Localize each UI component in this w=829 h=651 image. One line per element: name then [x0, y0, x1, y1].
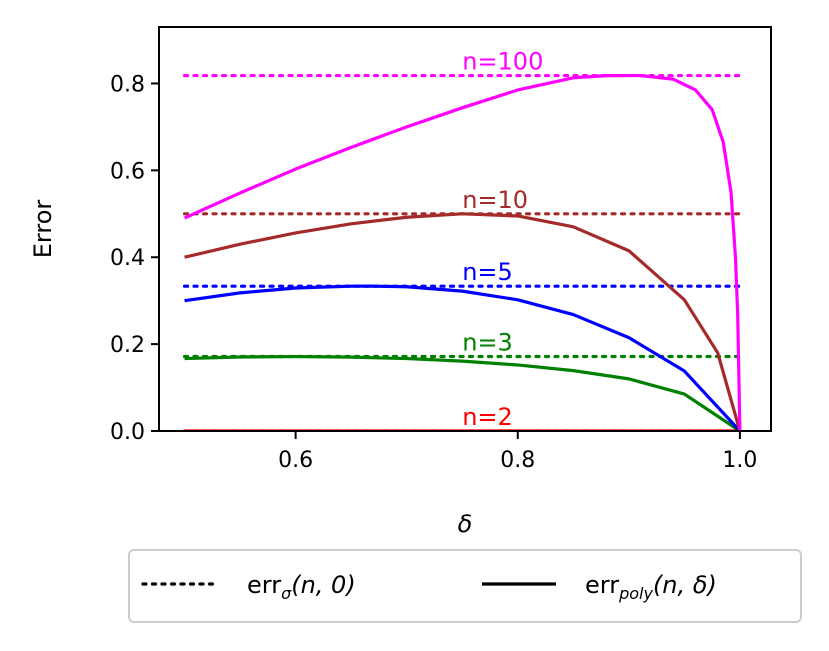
- axes: 0.6 0.8 1.0 0.0 0.2 0.4 0.6 0.8 δ Error: [29, 26, 772, 538]
- y-tick-label: 0.8: [110, 72, 145, 97]
- curve-label-n2: n=2: [462, 403, 513, 431]
- poly-error-curve-n5: [184, 284, 742, 431]
- curve-label-n100: n=100: [462, 48, 543, 76]
- y-tick-label: 0.0: [110, 420, 145, 445]
- plot-area: [182, 73, 742, 431]
- legend-box: [128, 549, 802, 623]
- legend-label-sigma: errσ(n, 0): [247, 571, 356, 603]
- poly-error-curve-n3: [184, 354, 741, 431]
- y-tick-label: 0.6: [110, 159, 145, 184]
- poly-error-curve-n100: [183, 73, 742, 431]
- curve-label-n5: n=5: [462, 258, 513, 286]
- x-tick-label: 0.8: [500, 448, 535, 473]
- x-axis-title: δ: [458, 510, 473, 538]
- x-tick-label: 0.6: [278, 448, 313, 473]
- y-tick-label: 0.2: [110, 333, 145, 358]
- poly-error-curve-n10: [184, 212, 742, 431]
- plot-frame: [158, 26, 772, 432]
- curve-label-n10: n=10: [462, 186, 528, 214]
- x-tick-label: 1.0: [722, 448, 757, 473]
- legend-label-poly: errpoly(n, δ): [585, 571, 717, 603]
- y-axis-title: Error: [29, 200, 57, 259]
- y-tick-label: 0.4: [110, 246, 145, 271]
- legend: errσ(n, 0) errpoly(n, δ): [128, 549, 802, 623]
- curve-labels: n=2 n=3 n=5 n=10 n=100: [462, 48, 543, 431]
- curve-label-n3: n=3: [462, 328, 513, 356]
